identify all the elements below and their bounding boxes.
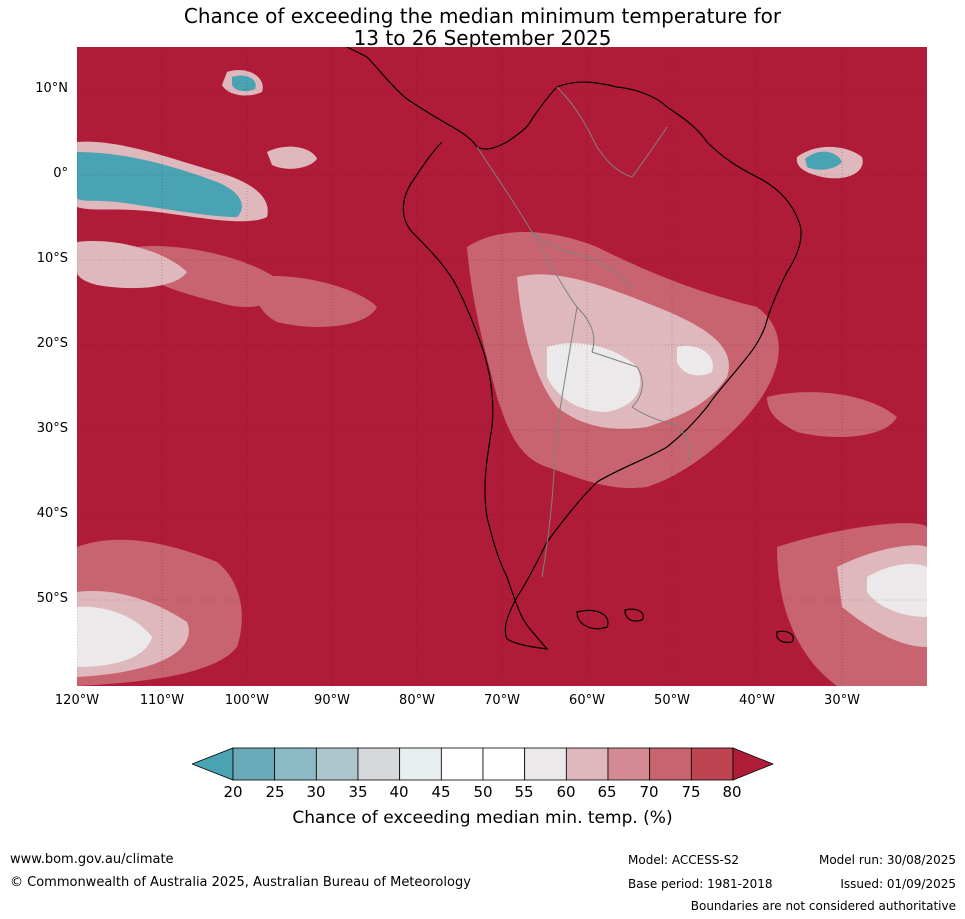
lon-label-40w: 40°W [739,693,775,708]
colorbar-tick-65: 65 [597,783,617,801]
colorbar-box [274,747,317,781]
lon-label-80w: 80°W [399,693,435,708]
colorbar-box [399,747,442,781]
copyright-text: © Commonwealth of Australia 2025, Austra… [10,875,471,890]
lon-label-110w: 110°W [139,693,185,708]
lon-label-70w: 70°W [484,693,520,708]
graticule [77,47,927,686]
lon-label-100w: 100°W [224,693,270,708]
colorbar-tick-25: 25 [265,783,285,801]
colorbar-box [565,747,609,781]
lon-label-120w: 120°W [54,693,100,708]
colorbar-tick-80: 80 [722,783,742,801]
continent-anomaly [467,232,779,488]
colorbar-box [482,747,526,781]
colorbar [192,747,774,781]
model-run-date: Model run: 30/08/2025 [818,853,956,867]
lat-label-10s: 10°S [36,251,68,266]
colorbar-box [315,747,359,781]
colorbar-tick-50: 50 [473,783,493,801]
lat-label-40s: 40°S [36,506,68,521]
colorbar-extend-low [192,747,234,781]
colorbar-box [440,747,484,781]
lat-label-30s: 30°S [36,421,68,436]
base-period: Base period: 1981-2018 [628,877,773,891]
colorbar-box [690,747,734,781]
colorbar-extend-high [732,747,774,781]
colorbar-box [232,747,276,781]
map-title-line2: 13 to 26 September 2025 [353,26,612,50]
colorbar-tick-70: 70 [639,783,659,801]
south-pacific-anomaly [77,241,927,686]
lat-label-0: 0° [53,166,68,181]
lon-label-30w: 30°W [824,693,860,708]
colorbar-tick-30: 30 [306,783,326,801]
model-name: Model: ACCESS-S2 [628,853,740,867]
colorbar-box [524,747,567,781]
colorbar-box [357,747,401,781]
colorbar-tick-55: 55 [514,783,534,801]
colorbar-label: Chance of exceeding median min. temp. (%… [292,808,673,828]
website-link[interactable]: www.bom.gov.au/climate [10,852,174,867]
pacific-low-anomaly [77,69,863,222]
lat-label-10n: 10°N [35,81,68,96]
lon-label-90w: 90°W [314,693,350,708]
lat-label-50s: 50°S [36,591,68,606]
coastlines [346,47,802,650]
colorbar-tick-45: 45 [431,783,451,801]
country-borders [476,86,691,578]
lon-label-50w: 50°W [654,693,690,708]
forecast-map [77,47,927,686]
colorbar-box [607,747,651,781]
colorbar-tick-35: 35 [348,783,368,801]
colorbar-tick-75: 75 [681,783,701,801]
boundaries-disclaimer: Boundaries are not considered authoritat… [690,899,956,913]
lat-label-20s: 20°S [36,336,68,351]
map-title-line1: Chance of exceeding the median minimum t… [183,4,782,28]
colorbar-box [649,747,692,781]
colorbar-tick-60: 60 [556,783,576,801]
colorbar-tick-40: 40 [389,783,409,801]
lon-label-60w: 60°W [569,693,605,708]
issued-date: Issued: 01/09/2025 [840,877,956,891]
colorbar-tick-20: 20 [223,783,243,801]
